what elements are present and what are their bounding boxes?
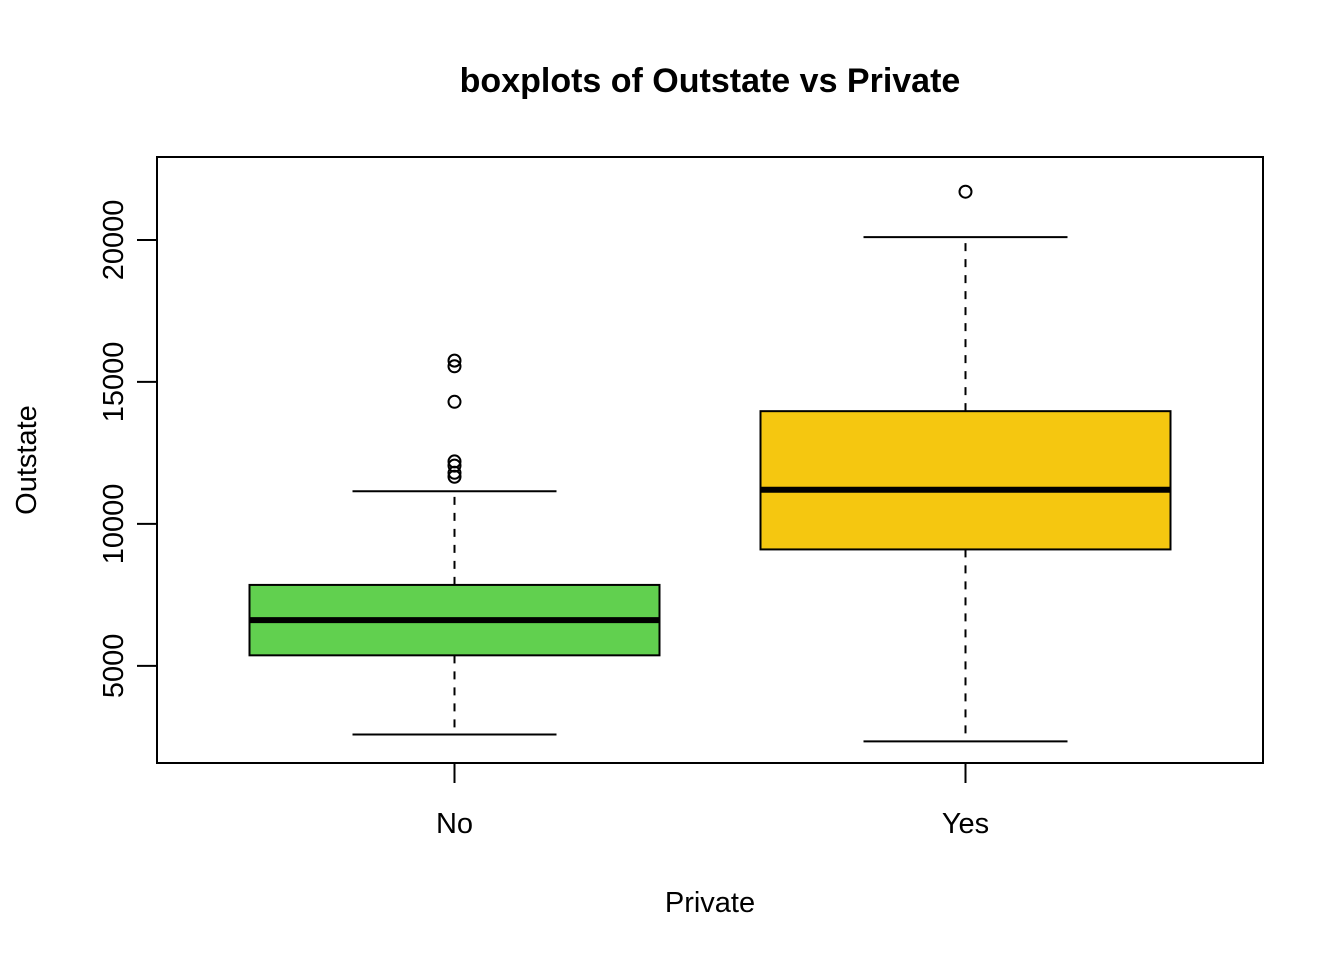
chart-title: boxplots of Outstate vs Private xyxy=(460,62,961,100)
y-tick-label: 10000 xyxy=(98,484,130,565)
outlier-point xyxy=(447,458,462,473)
y-tick-label: 15000 xyxy=(98,342,130,423)
x-tick-label: No xyxy=(436,808,473,840)
outlier-point xyxy=(447,394,462,409)
box-group-yes xyxy=(759,184,1172,743)
y-tick-label: 5000 xyxy=(98,634,130,699)
y-axis-title: Outstate xyxy=(11,405,43,515)
box-group-no xyxy=(248,353,661,736)
outlier-point xyxy=(958,184,973,199)
y-tick-label: 20000 xyxy=(98,200,130,281)
iqr-box xyxy=(759,410,1172,551)
y-axis: 5000 10000 15000 20000 xyxy=(98,200,158,699)
outlier-point xyxy=(447,454,462,469)
outlier-point xyxy=(447,353,462,368)
x-tick-label: Yes xyxy=(942,808,989,840)
boxes-layer xyxy=(248,184,1172,743)
x-axis: No Yes xyxy=(436,762,989,840)
x-axis-title: Private xyxy=(665,887,755,919)
outlier-point xyxy=(447,359,462,374)
